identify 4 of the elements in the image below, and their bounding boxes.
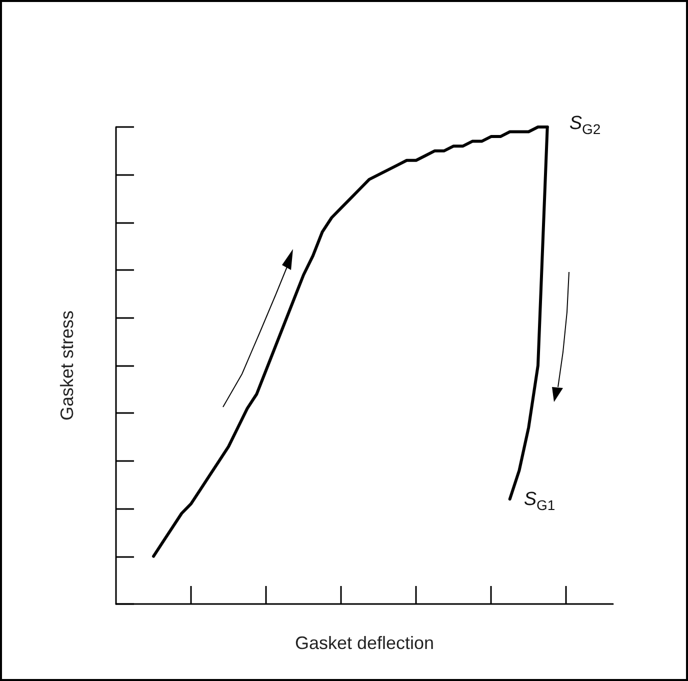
annotation: S$_{G2}$ <box>569 113 601 137</box>
x-axis-title: Gasket deflection <box>294 633 434 653</box>
y-axis-title: Gasket stress <box>57 310 77 421</box>
annotation: S$_{G1}$ <box>524 489 556 513</box>
